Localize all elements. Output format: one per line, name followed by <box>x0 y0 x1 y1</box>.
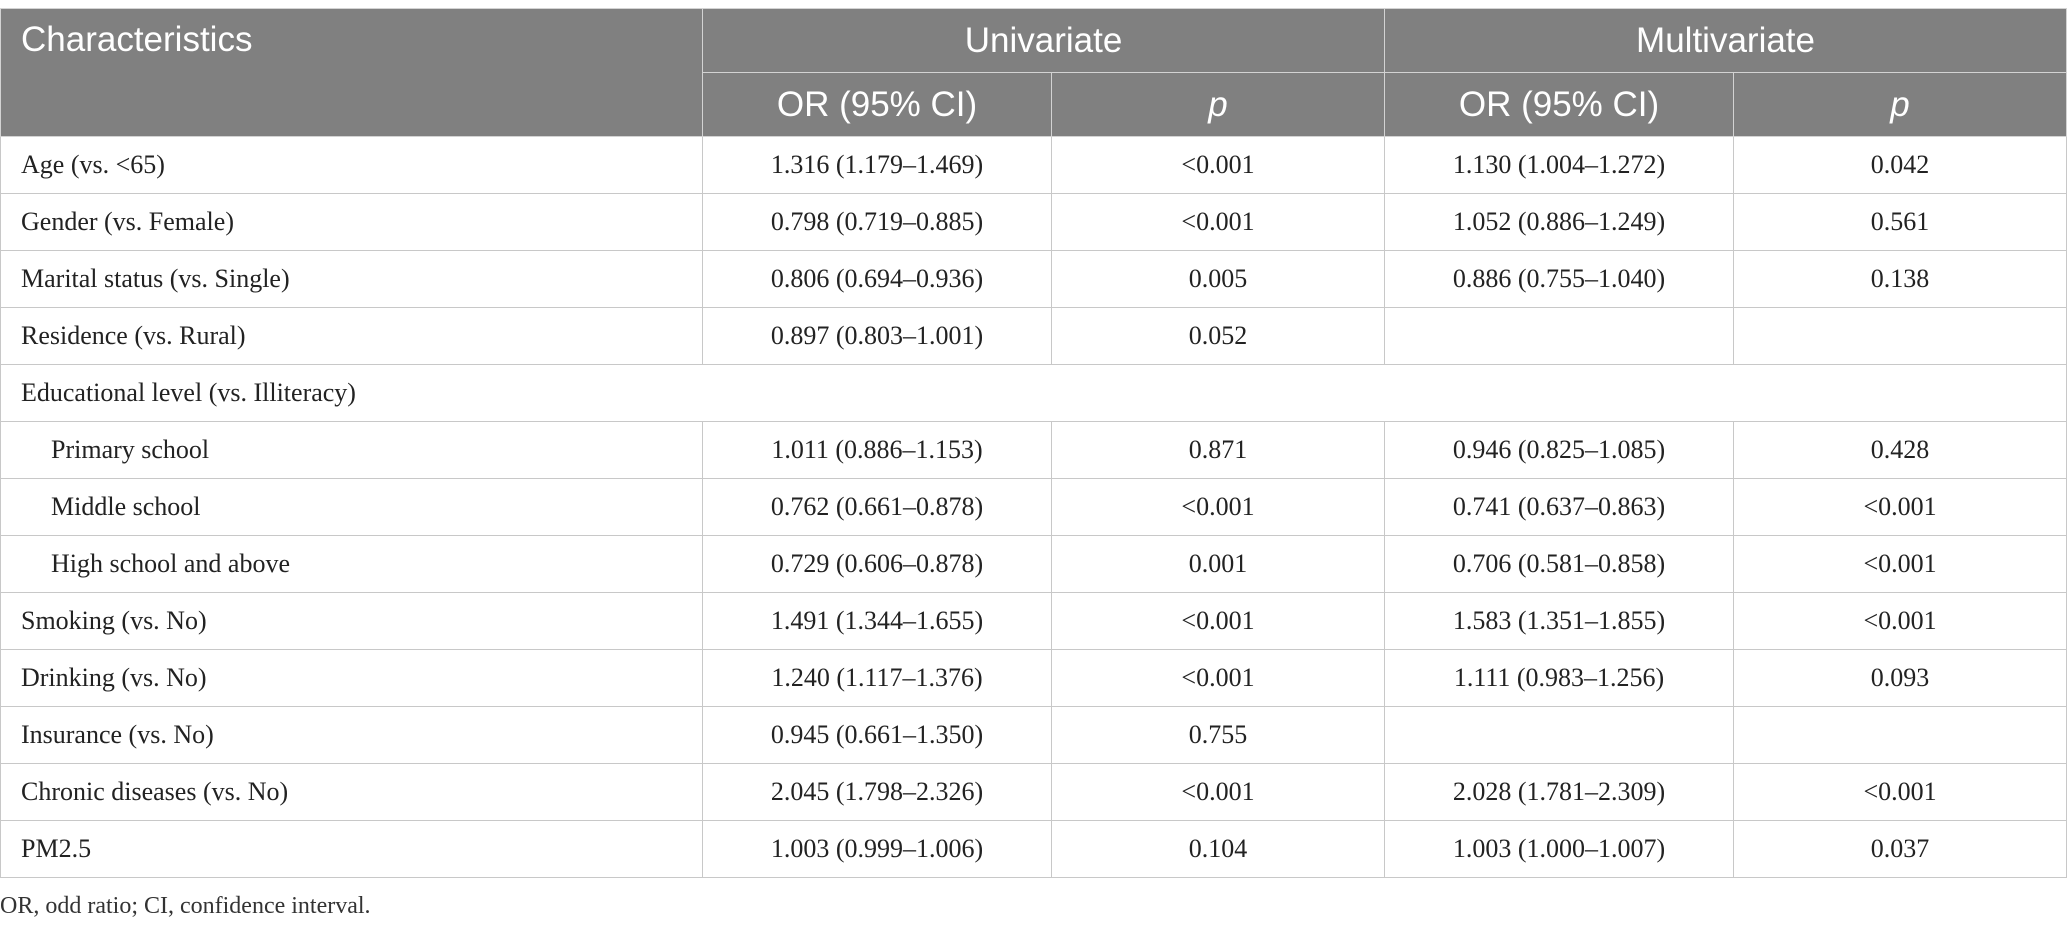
univariate-p-cell: <0.001 <box>1050 649 1386 707</box>
table-row: Chronic diseases (vs. No) 2.045 (1.798–2.… <box>0 763 2067 821</box>
row-label: Drinking (vs. No) <box>0 649 703 707</box>
univariate-p-cell: 0.005 <box>1050 250 1386 308</box>
univariate-p-cell: <0.001 <box>1050 193 1386 251</box>
univariate-or-ci-cell: 1.491 (1.344–1.655) <box>702 592 1052 650</box>
table-header: Characteristics Univariate Multivariate … <box>0 8 2067 137</box>
row-label: Residence (vs. Rural) <box>0 307 703 365</box>
univariate-p-cell: 0.871 <box>1050 421 1386 479</box>
multivariate-p-cell: 0.037 <box>1733 820 2067 878</box>
header-row-groups: Characteristics Univariate Multivariate <box>0 8 2067 137</box>
row-label: Gender (vs. Female) <box>0 193 703 251</box>
multivariate-p-cell: 0.042 <box>1733 136 2067 194</box>
header-row-columns: OR (95% CI) p OR (95% CI) p <box>1 72 2067 137</box>
multivariate-or-ci-cell: 0.946 (0.825–1.085) <box>1384 421 1735 479</box>
multivariate-or-ci-cell: 0.706 (0.581–0.858) <box>1384 535 1735 593</box>
row-label: Age (vs. <65) <box>0 136 703 194</box>
univariate-p-cell: <0.001 <box>1050 478 1386 536</box>
table-row: PM2.5 1.003 (0.999–1.006) 0.104 1.003 (1.00… <box>0 820 2067 878</box>
multivariate-or-ci-header: OR (95% CI) <box>1384 72 1735 137</box>
table-row: Insurance (vs. No) 0.945 (0.661–1.350) 0.7… <box>0 706 2067 764</box>
univariate-or-ci-cell: 1.011 (0.886–1.153) <box>702 421 1052 479</box>
results-table: Characteristics Univariate Multivariate … <box>0 8 2067 878</box>
multivariate-or-ci-cell: 1.003 (1.000–1.007) <box>1384 820 1735 878</box>
multivariate-p-cell: 0.561 <box>1733 193 2067 251</box>
univariate-p-cell: <0.001 <box>1050 763 1386 821</box>
univariate-p-cell: <0.001 <box>1050 136 1386 194</box>
table-row: High school and above 0.729 (0.606–0.878)… <box>0 535 2067 593</box>
univariate-header: Univariate <box>701 8 1386 73</box>
table-body: Age (vs. <65) 1.316 (1.179–1.469) <0.001 1.… <box>0 136 2067 878</box>
multivariate-or-ci-cell: 1.111 (0.983–1.256) <box>1384 649 1735 707</box>
multivariate-or-ci-cell: 0.886 (0.755–1.040) <box>1384 250 1735 308</box>
univariate-p-cell: 0.052 <box>1050 307 1386 365</box>
univariate-or-ci-cell: 0.729 (0.606–0.878) <box>702 535 1052 593</box>
multivariate-or-ci-cell <box>1384 307 1735 365</box>
table-row: Middle school 0.762 (0.661–0.878) <0.001 0.… <box>0 478 2067 536</box>
table-row: Marital status (vs. Single) 0.806 (0.694–… <box>0 250 2067 308</box>
row-label: Marital status (vs. Single) <box>0 250 703 308</box>
row-label: High school and above <box>0 535 703 593</box>
multivariate-p-cell: 0.138 <box>1733 250 2067 308</box>
univariate-or-ci-cell: 2.045 (1.798–2.326) <box>702 763 1052 821</box>
multivariate-p-cell: <0.001 <box>1733 592 2067 650</box>
univariate-or-ci-cell: 1.316 (1.179–1.469) <box>702 136 1052 194</box>
univariate-or-ci-cell: 1.003 (0.999–1.006) <box>702 820 1052 878</box>
multivariate-p-header: p <box>1733 72 2067 137</box>
univariate-p-cell: 0.001 <box>1050 535 1386 593</box>
multivariate-p-cell: <0.001 <box>1733 535 2067 593</box>
multivariate-or-ci-cell: 1.130 (1.004–1.272) <box>1384 136 1735 194</box>
univariate-or-ci-cell: 0.897 (0.803–1.001) <box>702 307 1052 365</box>
univariate-or-ci-cell: 0.798 (0.719–0.885) <box>702 193 1052 251</box>
multivariate-p-cell <box>1733 307 2067 365</box>
row-label: Middle school <box>0 478 703 536</box>
table-row: Drinking (vs. No) 1.240 (1.117–1.376) <0.0… <box>0 649 2067 707</box>
multivariate-header: Multivariate <box>1384 8 2067 73</box>
table-footnote: OR, odd ratio; CI, confidence interval. <box>0 893 371 919</box>
row-label: PM2.5 <box>0 820 703 878</box>
univariate-p-header: p <box>1050 72 1386 137</box>
multivariate-or-ci-cell: 0.741 (0.637–0.863) <box>1384 478 1735 536</box>
multivariate-p-cell: <0.001 <box>1733 763 2067 821</box>
univariate-p-cell: 0.755 <box>1050 706 1386 764</box>
multivariate-or-ci-cell: 2.028 (1.781–2.309) <box>1384 763 1735 821</box>
section-label: Educational level (vs. Illiteracy) <box>0 364 2067 422</box>
table-row: Primary school 1.011 (0.886–1.153) 0.871 0.… <box>0 421 2067 479</box>
row-label: Chronic diseases (vs. No) <box>0 763 703 821</box>
characteristics-header: Characteristics <box>0 8 703 137</box>
multivariate-p-cell: 0.428 <box>1733 421 2067 479</box>
multivariate-p-cell: 0.093 <box>1733 649 2067 707</box>
row-label: Smoking (vs. No) <box>0 592 703 650</box>
table-row: Gender (vs. Female) 0.798 (0.719–0.885) <0… <box>0 193 2067 251</box>
table-section-row: Educational level (vs. Illiteracy) <box>0 364 2067 422</box>
table-row: Age (vs. <65) 1.316 (1.179–1.469) <0.001 1.… <box>0 136 2067 194</box>
table-row: Smoking (vs. No) 1.491 (1.344–1.655) <0.00… <box>0 592 2067 650</box>
multivariate-p-cell <box>1733 706 2067 764</box>
univariate-or-ci-cell: 1.240 (1.117–1.376) <box>702 649 1052 707</box>
row-label: Insurance (vs. No) <box>0 706 703 764</box>
univariate-p-cell: 0.104 <box>1050 820 1386 878</box>
univariate-or-ci-header: OR (95% CI) <box>702 72 1052 137</box>
multivariate-or-ci-cell: 1.583 (1.351–1.855) <box>1384 592 1735 650</box>
multivariate-or-ci-cell <box>1384 706 1735 764</box>
univariate-or-ci-cell: 0.762 (0.661–0.878) <box>702 478 1052 536</box>
table-row: Residence (vs. Rural) 0.897 (0.803–1.001)… <box>0 307 2067 365</box>
univariate-or-ci-cell: 0.945 (0.661–1.350) <box>702 706 1052 764</box>
multivariate-p-cell: <0.001 <box>1733 478 2067 536</box>
univariate-p-cell: <0.001 <box>1050 592 1386 650</box>
row-label: Primary school <box>0 421 703 479</box>
univariate-or-ci-cell: 0.806 (0.694–0.936) <box>702 250 1052 308</box>
multivariate-or-ci-cell: 1.052 (0.886–1.249) <box>1384 193 1735 251</box>
